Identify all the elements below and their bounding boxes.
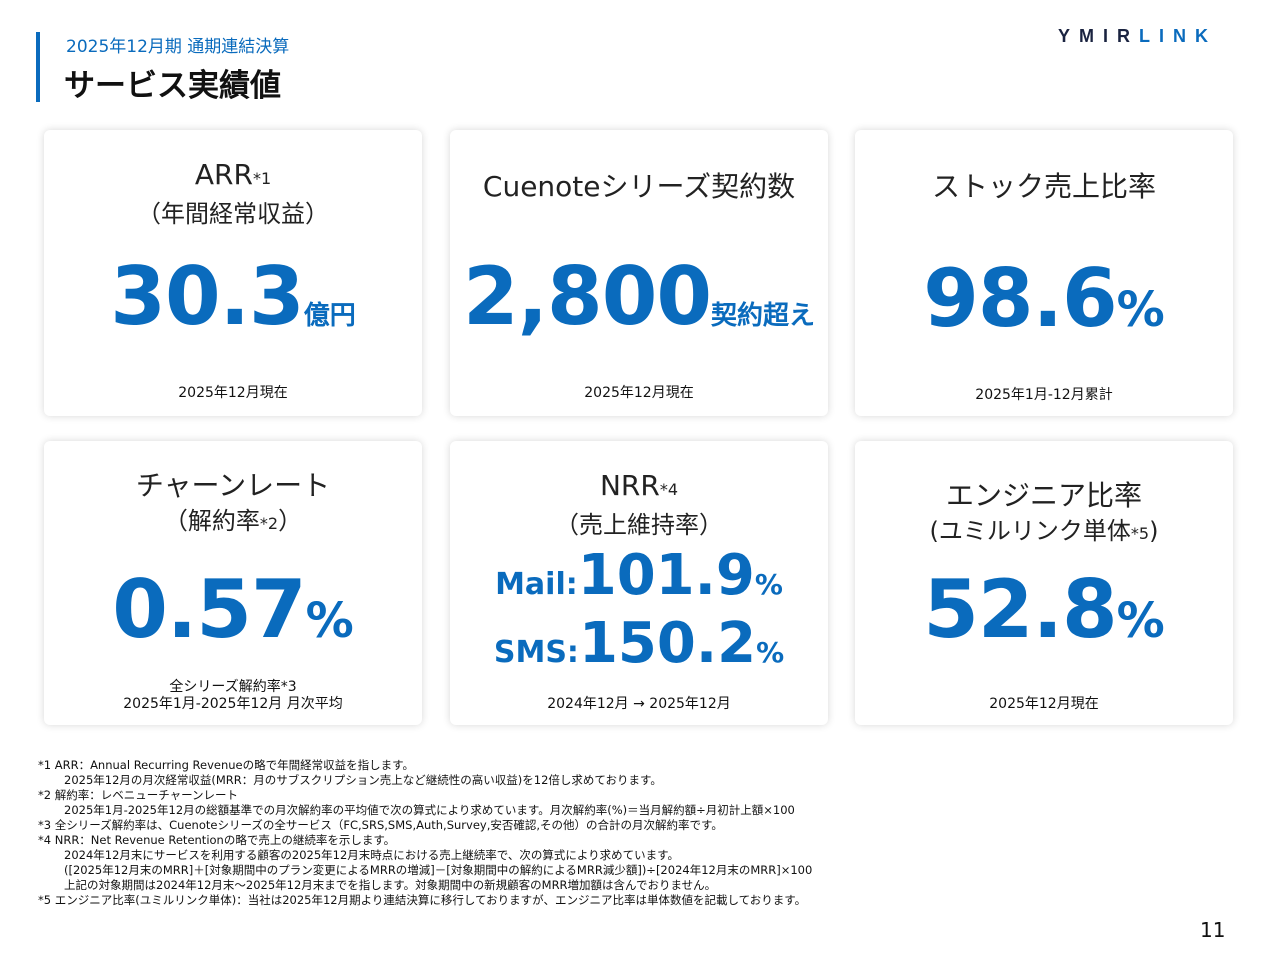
stock-ratio-number: 98.6 xyxy=(923,252,1117,345)
engineer-ratio-card: エンジニア比率 (ユミルリンク単体*5) 52.8% 2025年12月現在 xyxy=(855,441,1233,725)
nrr-note: 2024年12月 → 2025年12月 xyxy=(547,696,731,712)
churn-subtitle-b: ） xyxy=(278,507,303,535)
nrr-title: NRR*4 （売上維持率） xyxy=(450,469,828,542)
engineer-title-text: エンジニア比率 xyxy=(945,479,1142,512)
churn-note-line2: 2025年1月-2025年12月 月次平均 xyxy=(123,696,343,712)
nrr-title-footnote: *4 xyxy=(659,480,679,499)
engineer-subtitle-b: ) xyxy=(1149,517,1159,545)
engineer-ratio-number: 52.8 xyxy=(923,563,1117,656)
footnote-2-detail: 2025年1月-2025年12月の総額基準での月次解約率の平均値で次の算式により… xyxy=(64,803,795,817)
footnote-5: *5 エンジニア比率(ユミルリンク単体)：当社は2025年12月期より連結決算に… xyxy=(38,893,807,907)
nrr-mail-label: Mail: xyxy=(495,567,578,602)
contracts-unit: 契約超え xyxy=(711,301,816,331)
churn-subtitle-footnote: *2 xyxy=(259,514,279,533)
nrr-sms-value: 150.2 xyxy=(578,611,757,676)
contracts-note: 2025年12月現在 xyxy=(584,385,694,401)
page-subtitle: 2025年12月期 通期連結決算 xyxy=(66,37,290,57)
nrr-sms-row: SMS:150.2% xyxy=(450,611,828,676)
churn-subtitle: （解約率*2） xyxy=(164,507,302,535)
nrr-card: NRR*4 （売上維持率） Mail:101.9% SMS:150.2% 202… xyxy=(450,441,828,725)
nrr-title-text: NRR xyxy=(599,469,660,502)
churn-rate-note: 全シリーズ解約率*3 2025年1月-2025年12月 月次平均 xyxy=(44,679,422,713)
footnote-3: *3 全シリーズ解約率は、Cuenoteシリーズの全サービス（FC,SRS,SM… xyxy=(38,818,723,832)
engineer-subtitle-footnote: *5 xyxy=(1130,524,1150,543)
engineer-subtitle: (ユミルリンク単体*5) xyxy=(930,517,1159,545)
company-logo: YMIRLINK xyxy=(1058,26,1217,47)
nrr-subtitle: （売上維持率） xyxy=(555,511,723,539)
logo-text-blue: LINK xyxy=(1139,26,1217,46)
engineer-ratio-title: エンジニア比率 (ユミルリンク単体*5) xyxy=(855,479,1233,551)
churn-rate-number: 0.57 xyxy=(112,563,306,656)
engineer-ratio-unit: % xyxy=(1116,593,1165,649)
arr-title-footnote: *1 xyxy=(252,169,272,188)
footnote-4: *4 NRR：Net Revenue Retentionの略で売上の継続率を示し… xyxy=(38,833,396,847)
page-number: 11 xyxy=(1200,918,1226,942)
stock-ratio-card: ストック売上比率 98.6% 2025年1月-12月累計 xyxy=(855,130,1233,416)
churn-rate-card: チャーンレート （解約率*2） 0.57% 全シリーズ解約率*3 2025年1月… xyxy=(44,441,422,725)
engineer-subtitle-a: (ユミルリンク単体 xyxy=(929,517,1131,545)
engineer-ratio-note: 2025年12月現在 xyxy=(989,696,1099,712)
contracts-card: Cuenoteシリーズ契約数 2,800契約超え 2025年12月現在 xyxy=(450,130,828,416)
header-accent-bar xyxy=(36,32,40,102)
churn-title-text: チャーンレート xyxy=(135,469,331,502)
logo-text-dark: YMIR xyxy=(1058,26,1139,46)
arr-subtitle: （年間経常収益） xyxy=(137,200,329,228)
engineer-ratio-value: 52.8% xyxy=(855,563,1233,656)
footnote-4-detail: 2024年12月末にサービスを利用する顧客の2025年12月末時点における売上継… xyxy=(64,848,679,862)
arr-title-text: ARR xyxy=(194,158,253,191)
page-title: サービス実績値 xyxy=(64,68,281,104)
stock-ratio-value: 98.6% xyxy=(855,252,1233,345)
footnote-1-detail: 2025年12月の月次経常収益(MRR：月のサブスクリプション売上など継続性の高… xyxy=(64,773,662,787)
churn-note-line1: 全シリーズ解約率*3 xyxy=(169,679,297,695)
footnote-4-period: 上記の対象期間は2024年12月末～2025年12月末までを指します。対象期間中… xyxy=(64,878,717,892)
nrr-mail-value: 101.9 xyxy=(577,543,755,608)
footnote-1: *1 ARR：Annual Recurring Revenueの略で年間経常収益… xyxy=(38,758,414,772)
arr-number: 30.3 xyxy=(110,250,304,343)
arr-card: ARR*1 （年間経常収益） 30.3億円 2025年12月現在 xyxy=(44,130,422,416)
contracts-value: 2,800契約超え xyxy=(450,250,828,343)
footnote-4-formula: ([2025年12月末のMRR]＋[対象期間中のプラン変更によるMRRの増減]－… xyxy=(64,863,813,877)
stock-ratio-title: ストック売上比率 xyxy=(931,170,1156,203)
footnote-2: *2 解約率：レベニューチャーンレート xyxy=(38,788,239,802)
contracts-card-title: Cuenoteシリーズ契約数 xyxy=(482,170,796,203)
arr-card-title: ARR*1 （年間経常収益） xyxy=(44,158,422,231)
footnotes: *1 ARR：Annual Recurring Revenueの略で年間経常収益… xyxy=(38,758,1038,908)
stock-ratio-unit: % xyxy=(1116,282,1165,338)
arr-unit: 億円 xyxy=(303,301,356,331)
churn-rate-value: 0.57% xyxy=(44,563,422,656)
arr-value: 30.3億円 xyxy=(44,250,422,343)
nrr-sms-label: SMS: xyxy=(493,635,579,670)
nrr-mail-unit: % xyxy=(754,568,783,601)
churn-rate-title: チャーンレート （解約率*2） xyxy=(44,469,422,541)
arr-note: 2025年12月現在 xyxy=(178,385,288,401)
nrr-sms-unit: % xyxy=(756,636,785,669)
churn-subtitle-a: （解約率 xyxy=(163,507,260,535)
churn-rate-unit: % xyxy=(305,593,354,649)
contracts-number: 2,800 xyxy=(462,250,712,343)
nrr-mail-row: Mail:101.9% xyxy=(450,543,828,608)
stock-ratio-note: 2025年1月-12月累計 xyxy=(975,387,1113,403)
